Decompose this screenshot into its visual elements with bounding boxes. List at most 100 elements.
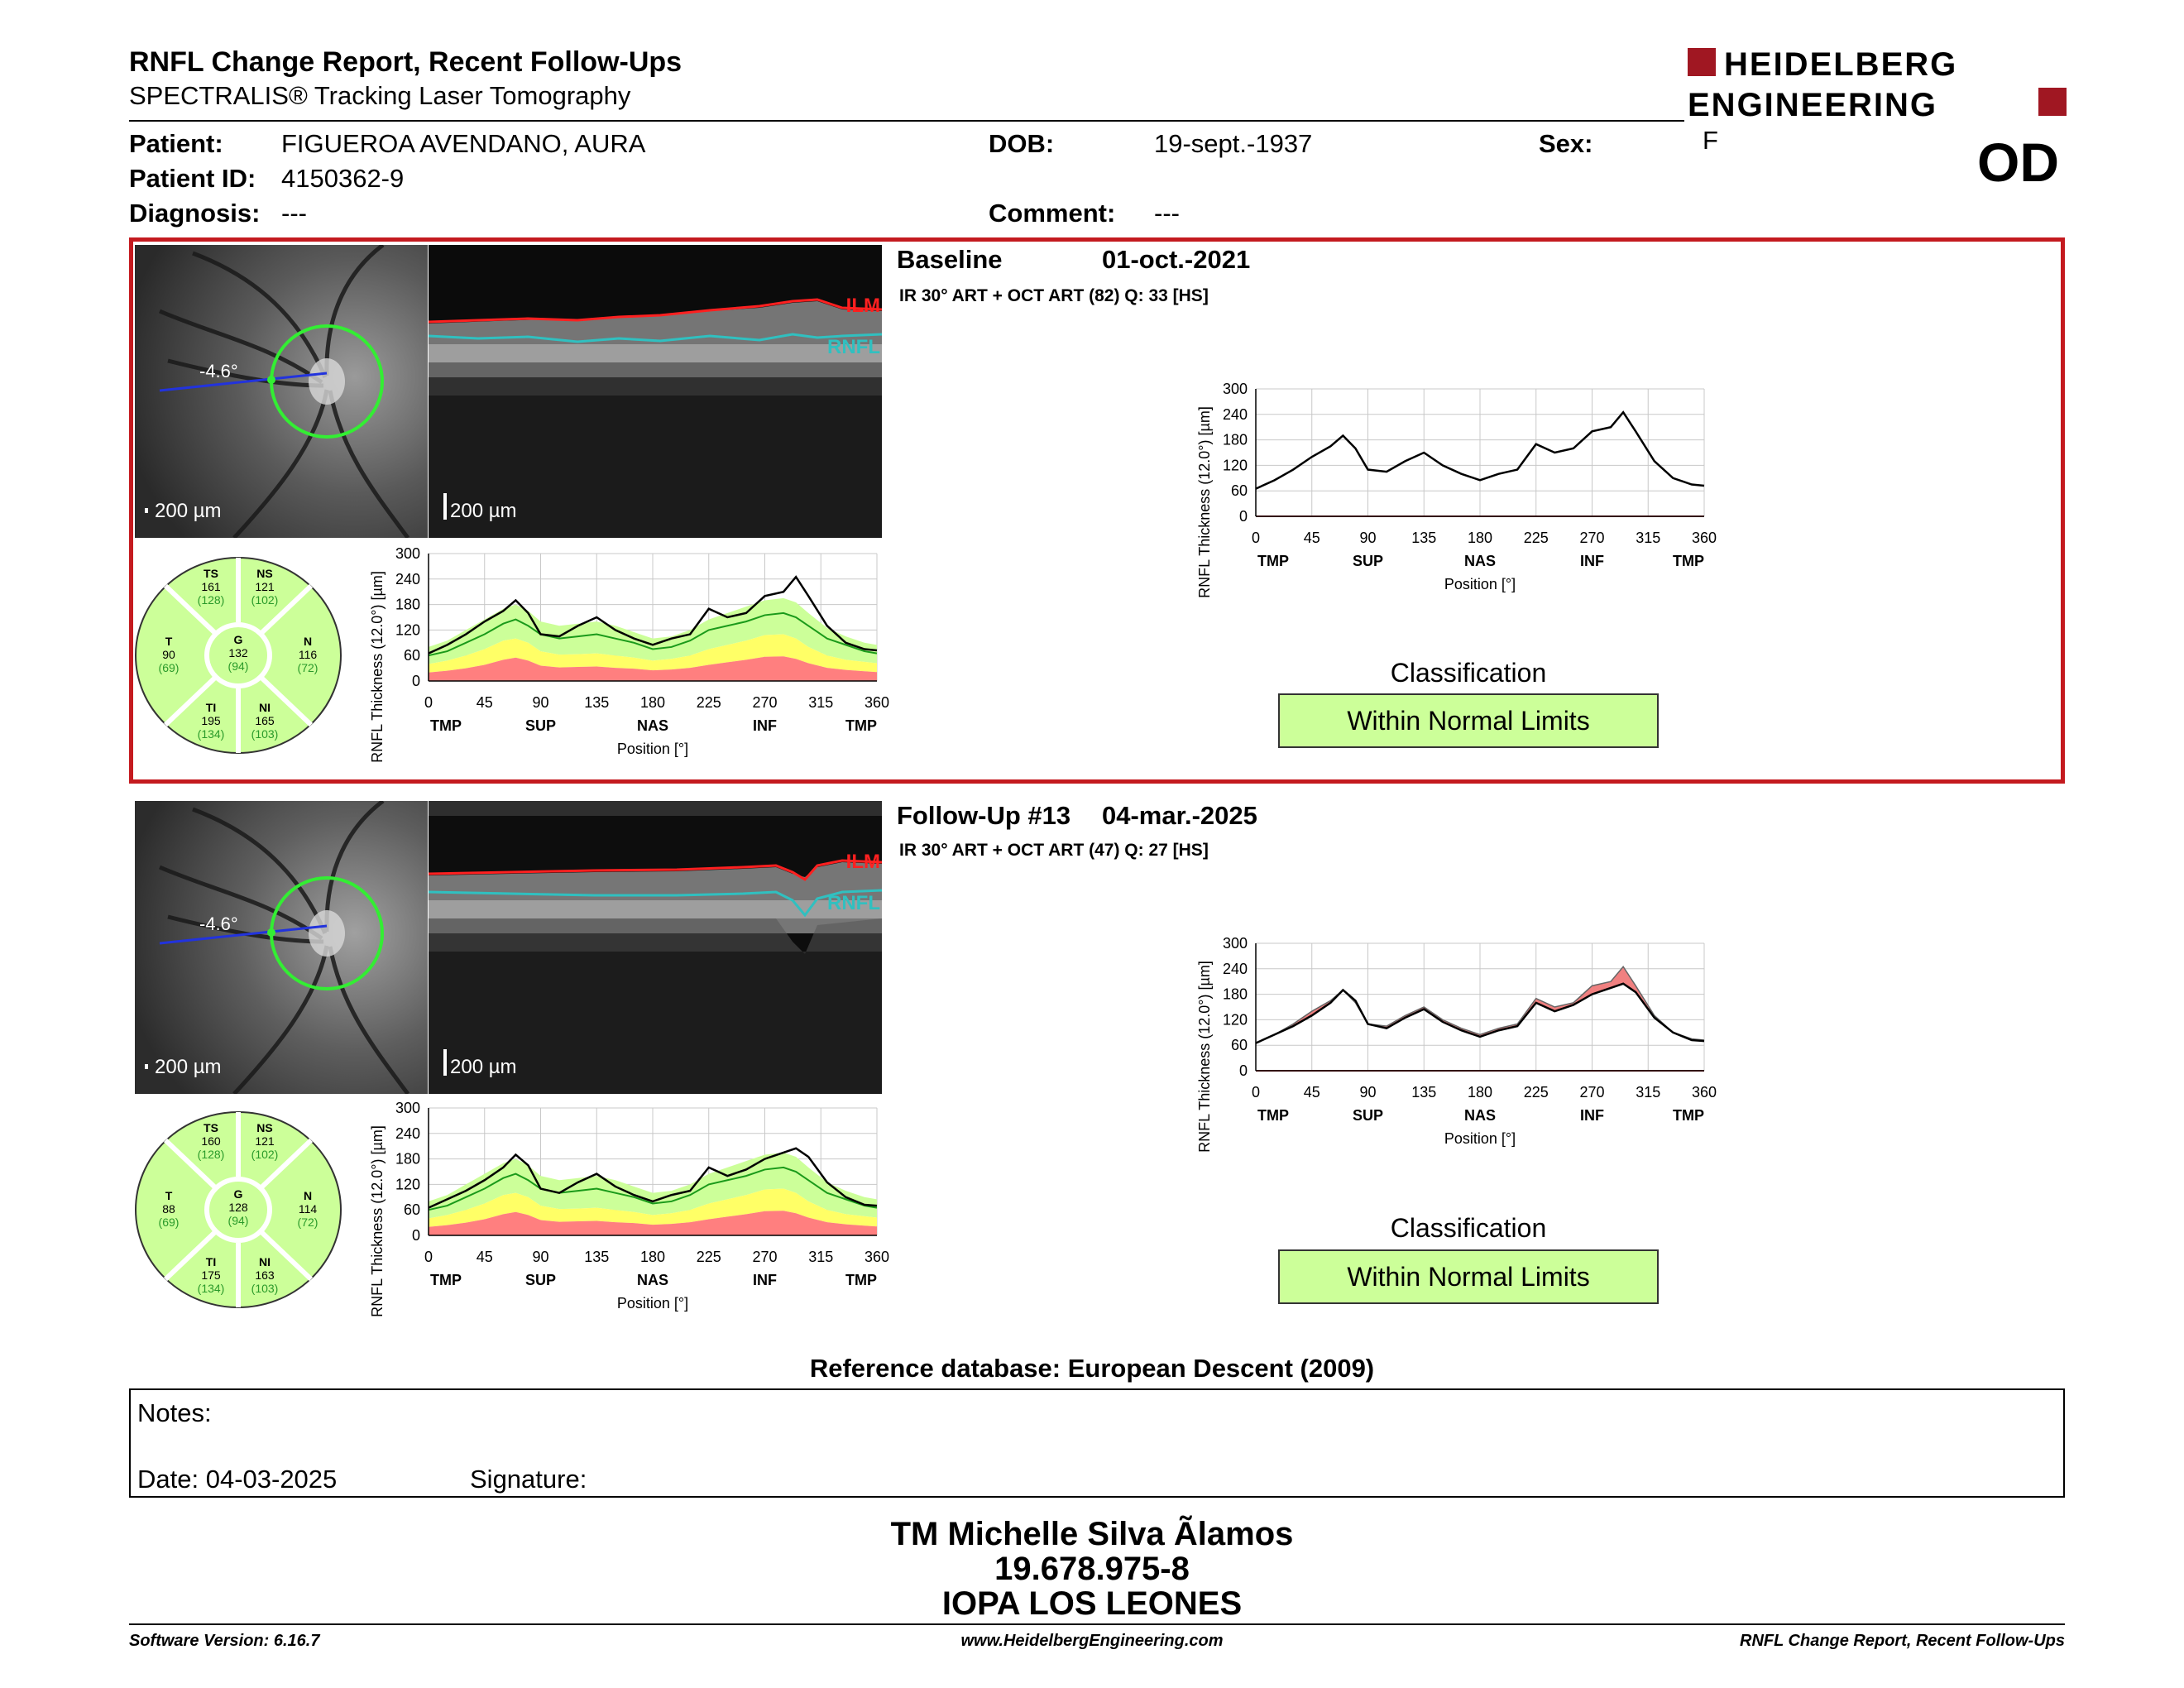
y-tick-label: 180 <box>1223 986 1248 1003</box>
baseline-sector-n-name: N <box>304 635 312 648</box>
x-tick-label: 180 <box>1468 530 1492 546</box>
y-tick-label: 0 <box>1239 508 1248 525</box>
region-label: TMP <box>1673 1107 1704 1124</box>
x-tick-label: 45 <box>477 694 493 711</box>
x-tick-label: 45 <box>1304 530 1320 546</box>
y-axis-title: RNFL Thickness (12.0°) [µm] <box>369 1125 386 1317</box>
followup-sector-ns-value: 121 <box>255 1134 275 1148</box>
baseline-highlight-frame <box>129 237 2065 784</box>
x-tick-label: 270 <box>1579 1084 1604 1101</box>
y-tick-label: 300 <box>395 545 420 562</box>
region-label: NAS <box>1464 553 1496 569</box>
technician-name: TM Michelle Silva Ãlamos <box>890 1516 1294 1552</box>
x-tick-label: 90 <box>532 1249 548 1265</box>
followup-oct-scale-bar <box>443 1049 447 1076</box>
region-label: NAS <box>637 717 668 734</box>
logo-line2: ENGINEERING <box>1688 87 1937 121</box>
footer-url: www.HeidelbergEngineering.com <box>960 1632 1224 1650</box>
outside-band <box>429 656 877 681</box>
baseline-sector-g-value: 132 <box>228 646 248 659</box>
borderline-band <box>429 634 877 673</box>
baseline-sector-ti-name: TI <box>206 701 216 714</box>
y-tick-label: 120 <box>395 621 420 638</box>
x-tick-label: 225 <box>697 1249 721 1265</box>
baseline-fundus-image: -4.6° 200 µm <box>135 245 428 538</box>
followup-scan-circle <box>270 876 384 990</box>
x-tick-label: 315 <box>808 1249 833 1265</box>
followup-classification-badge: Within Normal Limits <box>1278 1249 1659 1304</box>
x-tick-label: 225 <box>1524 530 1549 546</box>
followup-rnfl-line <box>429 889 882 918</box>
heidelberg-logo: HEIDELBERG ENGINEERING <box>1688 46 2067 121</box>
followup-scan-info: IR 30° ART + OCT ART (47) Q: 27 [HS] <box>899 841 1209 860</box>
region-label: TMP <box>1673 553 1704 569</box>
followup-angle-label: -4.6° <box>199 914 238 934</box>
x-axis-title: Position [°] <box>617 1295 688 1312</box>
region-label: TMP <box>1257 553 1289 569</box>
region-label: INF <box>753 1272 777 1288</box>
x-tick-label: 180 <box>1468 1084 1492 1101</box>
reference-database: Reference database: European Descent (20… <box>809 1354 1375 1383</box>
y-tick-label: 120 <box>1223 457 1248 473</box>
baseline-orientation-line <box>159 372 328 392</box>
region-label: NAS <box>637 1272 668 1288</box>
footer-divider <box>129 1623 2065 1625</box>
x-tick-label: 360 <box>864 694 889 711</box>
region-label: TMP <box>1257 1107 1289 1124</box>
baseline-oct-scale-bar <box>443 493 447 520</box>
x-tick-label: 0 <box>1252 530 1260 546</box>
baseline-sector-t-name: T <box>165 635 173 648</box>
followup-orientation-line <box>159 924 328 945</box>
baseline-sector-ni-value: 165 <box>255 714 275 727</box>
region-label: TMP <box>430 1272 462 1288</box>
y-tick-label: 60 <box>404 1201 420 1218</box>
baseline-normative-chart: 0 60 120 180 240 300 0 45 90 135 180 225 270 315 360 TM… <box>369 545 889 763</box>
baseline-rnfl-line <box>429 333 882 343</box>
x-tick-label: 135 <box>1411 530 1436 546</box>
signature-label: Signature: <box>470 1465 587 1494</box>
outside-band <box>429 1211 877 1235</box>
logo-square-top <box>1688 48 1716 76</box>
notes-label: Notes: <box>137 1398 212 1427</box>
x-axis-title: Position [°] <box>1444 1130 1516 1147</box>
baseline-oct-scale: 200 µm <box>450 500 517 522</box>
followup-sector-ni-ref: (103) <box>251 1282 279 1295</box>
followup-sector-ns-ref: (102) <box>251 1148 279 1161</box>
x-tick-label: 225 <box>1524 1084 1549 1101</box>
baseline-sector-ns-name: NS <box>256 567 272 580</box>
y-tick-label: 60 <box>1231 1037 1248 1053</box>
notes-box: Notes: Date: 04-03-2025 Signature: <box>129 1388 2065 1498</box>
x-tick-label: 270 <box>752 1249 777 1265</box>
y-tick-label: 180 <box>395 597 420 613</box>
followup-start-marker <box>267 928 275 937</box>
baseline-sector-t-ref: (69) <box>159 661 180 674</box>
x-tick-label: 0 <box>424 1249 433 1265</box>
x-tick-label: 90 <box>1359 1084 1376 1101</box>
normative-mean-line <box>428 611 878 657</box>
x-tick-label: 45 <box>477 1249 493 1265</box>
followup-sector-t-ref: (69) <box>159 1216 180 1229</box>
y-tick-label: 0 <box>1239 1062 1248 1079</box>
followup-sector-ts-ref: (128) <box>198 1148 225 1161</box>
baseline-sector-n-value: 116 <box>299 648 318 661</box>
dob-value: 19-sept.-1937 <box>1154 129 1313 158</box>
technician-center: IOPA LOS LEONES <box>941 1585 1243 1622</box>
footer-report-name: RNFL Change Report, Recent Follow-Ups <box>1740 1632 2065 1650</box>
y-tick-label: 240 <box>1223 406 1248 423</box>
x-tick-label: 180 <box>640 1249 665 1265</box>
followup-sector-g-name: G <box>234 1187 243 1201</box>
baseline-sector-ns-value: 121 <box>255 580 275 593</box>
technician-id: 19.678.975-8 <box>994 1551 1190 1587</box>
region-label: TMP <box>845 717 877 734</box>
followup-sector-n-ref: (72) <box>298 1216 318 1229</box>
x-tick-label: 225 <box>697 694 721 711</box>
followup-fundus-scale: 200 µm <box>155 1056 222 1078</box>
region-label: INF <box>753 717 777 734</box>
followup-sector-n-name: N <box>304 1189 312 1202</box>
x-tick-label: 270 <box>752 694 777 711</box>
followup-sector-ti-ref: (134) <box>198 1282 225 1295</box>
y-tick-label: 240 <box>1223 961 1248 977</box>
baseline-scan-info: IR 30° ART + OCT ART (82) Q: 33 [HS] <box>899 286 1209 305</box>
region-label: TMP <box>845 1272 877 1288</box>
followup-classification-title: Classification <box>1390 1213 1547 1243</box>
